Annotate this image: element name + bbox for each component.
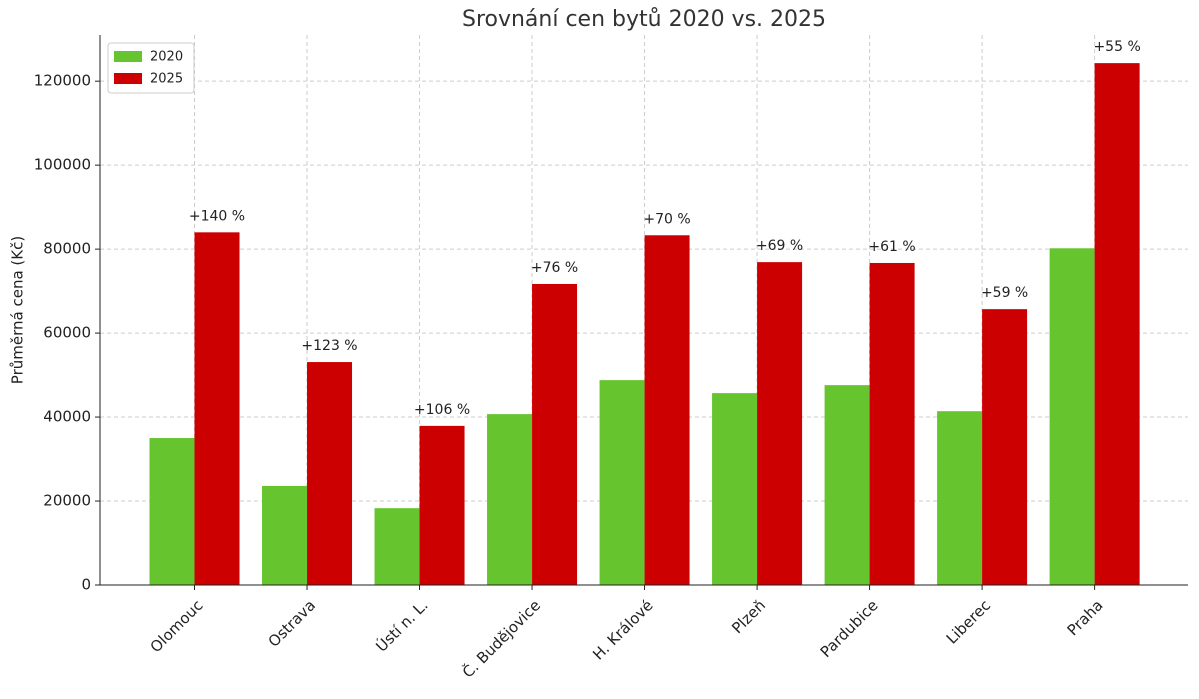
bar [149, 438, 195, 585]
chart-title: Srovnání cen bytů 2020 vs. 2025 [462, 7, 826, 32]
bar [419, 425, 465, 585]
bar [307, 362, 353, 585]
bar [599, 380, 645, 585]
legend-label: 2020 [150, 50, 183, 65]
bar [869, 262, 915, 585]
legend-label: 2025 [150, 72, 183, 87]
y-tick-label: 100000 [34, 156, 91, 174]
bar [1094, 63, 1140, 586]
y-tick-label: 80000 [43, 240, 91, 258]
annotation: +70 % [643, 211, 690, 227]
bar [937, 411, 983, 585]
annotation: +55 % [1093, 39, 1140, 55]
bar [757, 262, 803, 585]
y-tick-label: 0 [81, 576, 91, 594]
bar [374, 508, 420, 585]
bar [982, 309, 1028, 585]
x-tick-label: H. Králové [589, 596, 656, 663]
x-tick-label: Olomouc [147, 596, 207, 656]
x-tick-label: Ústí n. L. [372, 596, 432, 656]
y-tick-label: 120000 [34, 72, 91, 90]
annotation: +76 % [531, 260, 578, 276]
y-tick-label: 20000 [43, 492, 91, 510]
annotation: +140 % [189, 208, 245, 224]
x-tick-label: Č. Budějovice [458, 596, 544, 682]
annotation: +61 % [868, 239, 915, 255]
bar [824, 385, 870, 585]
y-tick-label: 40000 [43, 408, 91, 426]
annotation: +123 % [301, 338, 357, 354]
bar [712, 393, 758, 585]
bar [262, 485, 308, 585]
bar [194, 232, 240, 585]
y-axis-label: Průměrná cena (Kč) [9, 236, 27, 384]
y-tick-label: 60000 [43, 324, 91, 342]
x-tick-label: Ostrava [265, 596, 319, 650]
x-tick-label: Plzeň [728, 596, 769, 637]
legend-swatch [114, 51, 142, 62]
x-tick-label: Pardubice [817, 596, 882, 661]
annotation: +69 % [756, 238, 803, 254]
legend-swatch [114, 73, 142, 84]
bar [532, 283, 578, 585]
bar [644, 235, 690, 585]
bar [487, 414, 533, 585]
annotation: +106 % [414, 402, 470, 418]
x-tick-label: Praha [1064, 596, 1107, 639]
x-tick-label: Liberec [943, 596, 994, 647]
annotation: +59 % [981, 285, 1028, 301]
bar [1049, 248, 1095, 585]
